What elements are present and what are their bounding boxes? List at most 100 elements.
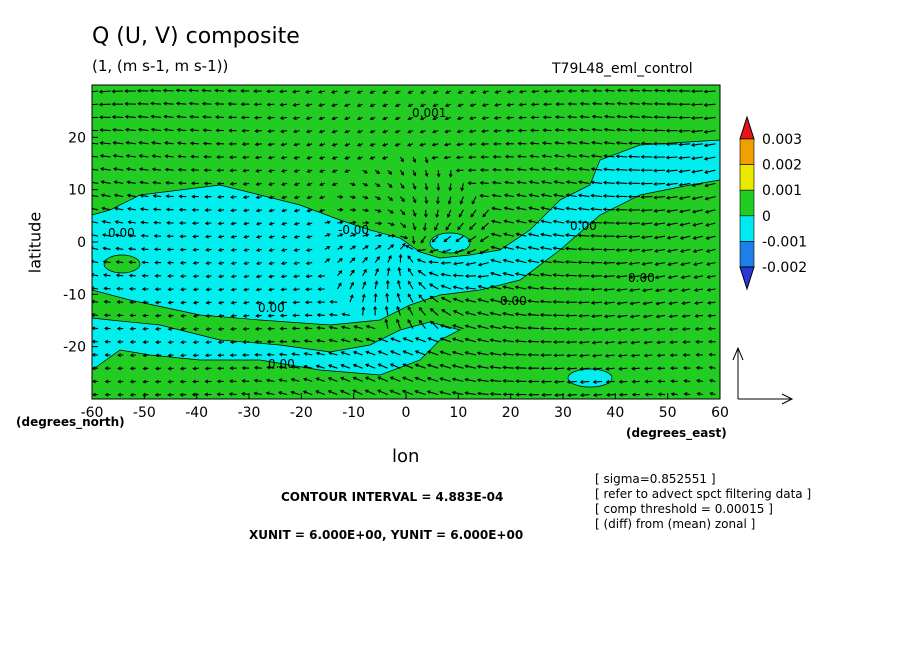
wind-arrow-head: [318, 116, 323, 121]
wind-arrow-head: [482, 90, 487, 94]
wind-arrow: [516, 233, 527, 237]
wind-arrow: [478, 298, 489, 303]
wind-arrow-head: [445, 226, 450, 231]
wind-arrow-head: [340, 338, 345, 343]
wind-arrow-head: [373, 305, 378, 310]
wind-arrow-head: [99, 141, 104, 145]
wind-arrow-head: [104, 326, 108, 331]
wind-arrow-head: [142, 379, 147, 384]
wind-arrow: [126, 141, 136, 145]
wind-arrow-head: [229, 340, 234, 345]
wind-arrow-head: [377, 337, 382, 342]
wind-arrow: [152, 168, 162, 171]
wind-arrow: [540, 314, 552, 316]
wind-arrow-head: [603, 301, 608, 306]
reference-vector: [732, 346, 794, 405]
wind-arrow-head: [293, 248, 298, 252]
wind-arrow: [643, 314, 653, 318]
wind-arrow: [303, 390, 313, 396]
wind-arrow-head: [706, 287, 711, 292]
wind-arrow: [618, 328, 628, 331]
wind-arrow-head: [205, 274, 210, 279]
wind-arrow-head: [155, 353, 159, 358]
wind-arrow-head: [242, 195, 247, 200]
wind-arrow-head: [566, 140, 571, 145]
wind-arrow-head: [656, 353, 661, 358]
wind-arrow-head: [328, 351, 333, 356]
wind-arrow-head: [167, 379, 172, 384]
wind-arrow-head: [696, 378, 701, 383]
wind-arrow-head: [427, 350, 432, 355]
wind-arrow: [128, 221, 136, 224]
wind-arrow-head: [540, 219, 545, 224]
wind-arrow: [519, 90, 527, 93]
wind-arrow: [397, 293, 401, 303]
wind-arrow-head: [527, 232, 532, 237]
wind-arrow-head: [340, 363, 345, 368]
wind-arrow: [101, 194, 111, 198]
wind-arrow: [553, 194, 565, 198]
wind-arrow-head: [241, 142, 246, 147]
wind-arrow-head: [503, 206, 508, 211]
wind-arrow: [349, 294, 354, 303]
wind-arrow-head: [329, 299, 334, 304]
wind-arrow: [378, 363, 389, 369]
wind-arrow: [293, 288, 300, 291]
wind-arrow: [579, 141, 590, 145]
wind-arrow-head: [424, 173, 429, 177]
wind-arrow: [336, 270, 342, 277]
wind-arrow: [618, 341, 628, 344]
wind-arrow-head: [344, 103, 348, 108]
wind-arrow-head: [192, 379, 196, 384]
wind-arrow: [390, 350, 401, 356]
wind-arrow: [705, 209, 716, 213]
wind-arrow: [428, 337, 439, 343]
wind-arrow: [692, 209, 703, 213]
wind-arrow-head: [99, 128, 104, 133]
wind-arrow: [669, 314, 678, 318]
wind-arrow-head: [706, 262, 711, 266]
wind-arrow: [316, 365, 325, 369]
wind-arrow-head: [514, 325, 519, 330]
wind-arrow-head: [503, 193, 508, 198]
wind-arrow: [669, 328, 678, 331]
wind-arrow-head: [281, 221, 286, 226]
wind-arrow: [632, 367, 640, 370]
wind-arrow: [362, 307, 365, 316]
wind-arrow-head: [305, 116, 310, 121]
wind-arrow: [400, 222, 406, 228]
wind-arrow: [362, 257, 368, 263]
colorbar-top-arrow: [739, 115, 755, 140]
wind-arrow-head: [435, 214, 440, 218]
wind-arrow-head: [539, 272, 544, 277]
wind-arrow: [189, 102, 199, 105]
wind-arrow: [642, 248, 653, 252]
wind-arrow-head: [502, 352, 506, 357]
wind-arrow-head: [680, 275, 685, 280]
wind-arrow-head: [502, 325, 506, 330]
wind-arrow-head: [216, 181, 221, 186]
wind-arrow-head: [268, 274, 273, 279]
wind-arrow-head: [242, 340, 247, 344]
wind-arrow: [704, 169, 716, 174]
wind-arrow: [628, 222, 640, 225]
wind-arrow-head: [527, 366, 532, 371]
wind-arrow: [480, 182, 489, 184]
wind-arrow-head: [163, 127, 168, 132]
wind-arrow-head: [326, 258, 331, 262]
wind-arrow-head: [590, 167, 595, 172]
wind-arrow-head: [339, 245, 344, 250]
wind-arrow-head: [404, 235, 409, 240]
wind-arrow-head: [280, 155, 285, 160]
wind-arrow-head: [439, 337, 444, 341]
wind-arrow-head: [293, 169, 298, 173]
wind-arrow-head: [640, 195, 645, 200]
wind-arrow-head: [292, 287, 297, 292]
wind-arrow: [604, 275, 615, 278]
contour-label: 0.001: [412, 106, 446, 120]
wind-arrow-head: [515, 245, 520, 250]
wind-arrow-head: [400, 158, 404, 163]
wind-arrow-head: [176, 114, 181, 119]
wind-arrow-head: [539, 299, 544, 304]
wind-arrow: [616, 128, 628, 132]
